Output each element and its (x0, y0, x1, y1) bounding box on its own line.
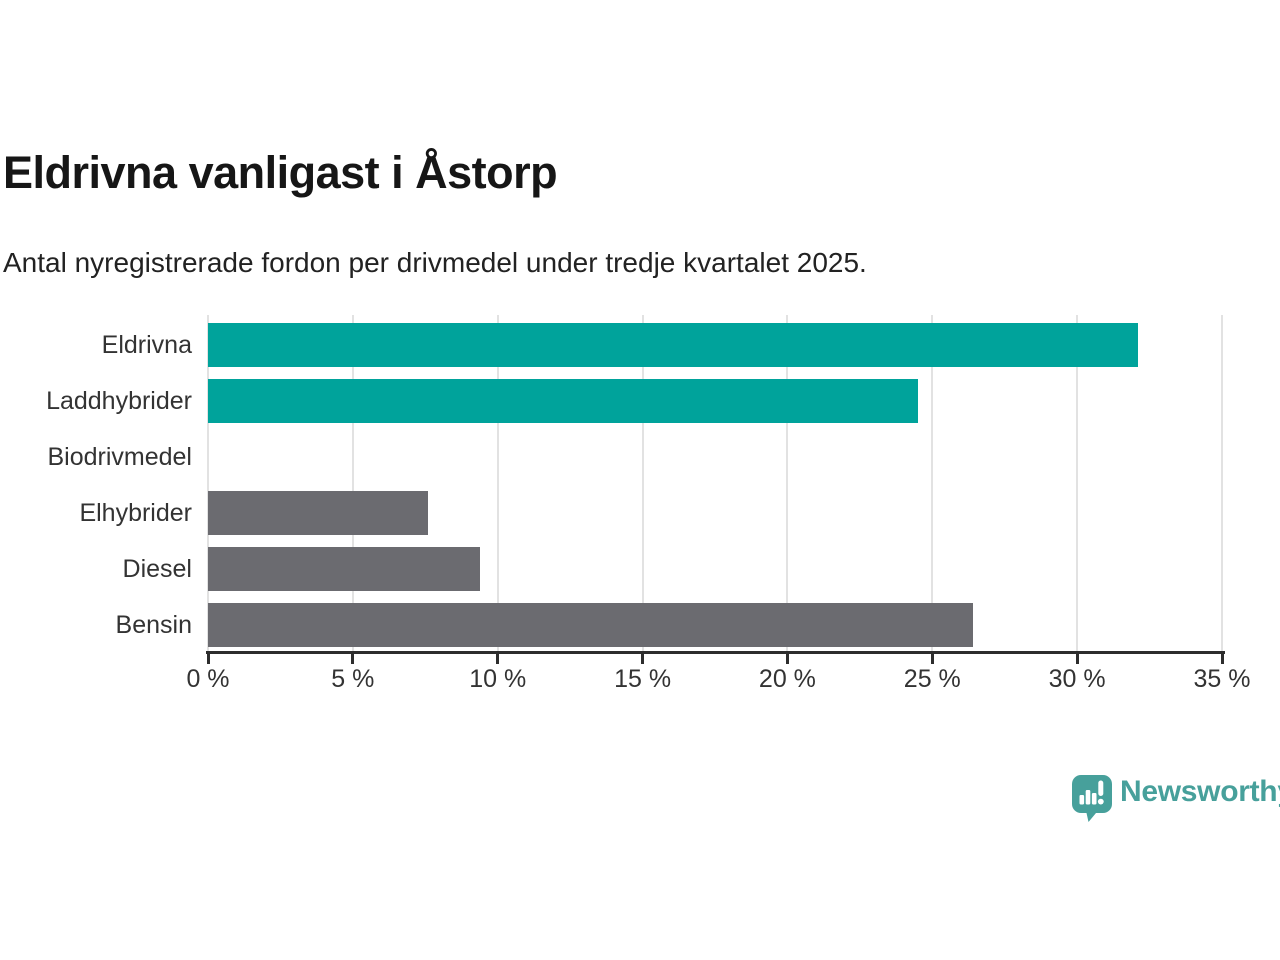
newsworthy-logo-text: Newsworthy (1120, 775, 1280, 808)
bar-elhybrider (208, 491, 429, 535)
gridline-35 (1221, 315, 1223, 652)
x-axis-tick-label: 15 % (614, 665, 672, 693)
gridline-10 (496, 315, 499, 652)
gridline-15 (641, 315, 644, 652)
x-axis-tick-label: 30 % (1048, 665, 1106, 693)
gridline-5 (351, 315, 354, 652)
x-axis-tick-30 (1075, 654, 1079, 664)
bar-laddhybrider (208, 379, 918, 423)
x-axis-tick-label: 10 % (469, 665, 527, 693)
bar-eldrivna (208, 323, 1138, 367)
newsworthy-logo: Newsworthy (1072, 775, 1280, 825)
x-axis-tick-label: 20 % (758, 665, 816, 693)
bar-diesel (208, 547, 481, 591)
x-axis-tick-0 (206, 654, 210, 664)
category-label-bensin: Bensin (115, 611, 192, 639)
x-axis-tick-10 (496, 654, 500, 664)
category-label-diesel: Diesel (122, 555, 192, 583)
plot-area (207, 315, 1223, 652)
x-axis-tick-5 (351, 654, 355, 664)
category-label-eldrivna: Eldrivna (101, 331, 192, 359)
category-label-biodrivmedel: Biodrivmedel (47, 443, 192, 471)
gridline-20 (786, 315, 789, 652)
newsworthy-logo-icon (1072, 775, 1112, 822)
chart-title: Eldrivna vanligast i Åstorp (3, 147, 558, 198)
x-axis-tick-20 (785, 654, 789, 664)
x-axis-tick-15 (641, 654, 645, 664)
gridline-30 (1076, 315, 1079, 652)
chart-subtitle: Antal nyregistrerade fordon per drivmede… (3, 247, 867, 278)
x-axis-tick-35 (1220, 654, 1224, 664)
x-axis-tick-25 (930, 654, 934, 664)
bar-bensin (208, 603, 973, 647)
gridline-0 (207, 315, 209, 652)
x-axis-tick-label: 5 % (331, 665, 375, 693)
x-axis-line (206, 651, 1225, 654)
gridline-25 (931, 315, 934, 652)
x-axis-tick-label: 35 % (1193, 665, 1251, 693)
x-axis-tick-label: 25 % (903, 665, 961, 693)
x-axis-tick-label: 0 % (186, 665, 230, 693)
category-label-elhybrider: Elhybrider (79, 499, 192, 527)
category-label-laddhybrider: Laddhybrider (46, 387, 192, 415)
